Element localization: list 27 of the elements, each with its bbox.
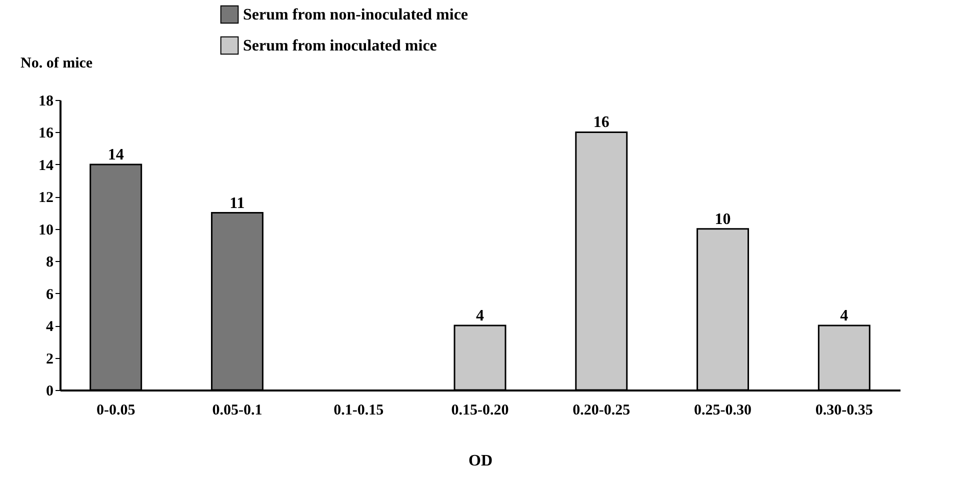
x-tick-label: 0.1-0.15 xyxy=(334,402,384,418)
x-tick-label: 0.15-0.20 xyxy=(451,402,509,418)
y-tick-label: 6 xyxy=(46,286,54,303)
data-label: 11 xyxy=(230,194,245,212)
y-tick-label: 4 xyxy=(46,319,54,336)
x-tick-label: 0-0.05 xyxy=(96,402,136,418)
y-tick-label: 14 xyxy=(38,158,54,174)
x-tick-label: 0.25-0.30 xyxy=(694,402,752,418)
legend-label: Serum from non-inoculated mice xyxy=(243,6,468,24)
y-tick-label: 10 xyxy=(38,222,54,238)
y-tick-label: 0 xyxy=(46,384,54,400)
y-tick-label: 12 xyxy=(38,190,54,206)
x-tick-label: 0.30-0.35 xyxy=(815,402,873,418)
x-tick-label: 0.05-0.1 xyxy=(212,402,262,418)
data-label: 4 xyxy=(476,308,484,325)
y-tick-label: 8 xyxy=(46,254,54,271)
data-label: 10 xyxy=(714,210,731,228)
y-tick-label: 16 xyxy=(38,126,54,142)
legend-label: Serum from inoculated mice xyxy=(243,38,437,54)
y-tick-label: 2 xyxy=(46,351,54,368)
y-tick-label: 18 xyxy=(38,94,54,110)
x-axis-title: OD xyxy=(468,452,492,470)
y-axis-title: No. of mice xyxy=(20,56,93,72)
x-tick-label: 0.20-0.25 xyxy=(572,402,630,418)
data-label: 14 xyxy=(108,146,124,164)
data-label: 4 xyxy=(840,308,848,325)
data-label: 16 xyxy=(593,114,610,132)
